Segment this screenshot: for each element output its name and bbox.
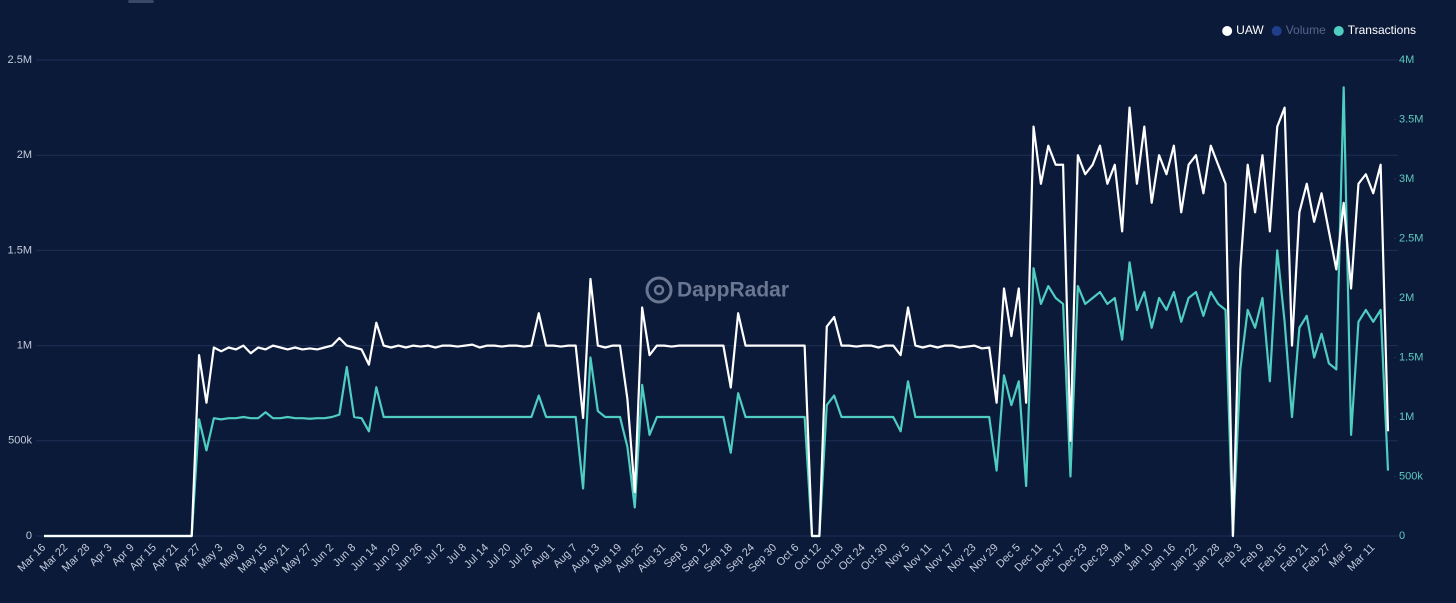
watermark-icon bbox=[645, 276, 673, 304]
legend-label: UAW bbox=[1236, 23, 1264, 37]
x-tick-label: Jun 2 bbox=[309, 542, 337, 570]
x-tick-label: Apr 3 bbox=[88, 542, 115, 569]
y-tick-label: 500k bbox=[8, 435, 32, 447]
y2-tick-label: 2M bbox=[1399, 292, 1414, 304]
y2-tick-label: 3.5M bbox=[1399, 113, 1423, 125]
y2-tick-label: 1M bbox=[1399, 411, 1414, 423]
y2-tick-label: 3M bbox=[1399, 173, 1414, 185]
legend-marker bbox=[1333, 26, 1344, 36]
watermark-text: DappRadar bbox=[677, 279, 789, 302]
y-tick-label: 1M bbox=[17, 340, 32, 352]
series-line bbox=[44, 106, 1390, 538]
legend-marker bbox=[1222, 26, 1233, 36]
y2-tick-label: 500k bbox=[1399, 470, 1423, 482]
x-tick-label: Jul 26 bbox=[506, 542, 535, 571]
series-line bbox=[44, 86, 1390, 538]
y2-tick-label: 1.5M bbox=[1399, 351, 1423, 363]
y-tick-label: 2.5M bbox=[8, 54, 32, 66]
x-tick-label: Jul 2 bbox=[422, 542, 447, 567]
y-tick-label: 1.5M bbox=[8, 244, 32, 256]
y2-tick-label: 4M bbox=[1399, 54, 1414, 66]
watermark: DappRadar bbox=[645, 276, 789, 304]
legend-label: Transactions bbox=[1348, 23, 1416, 37]
y2-tick-label: 2.5M bbox=[1399, 232, 1423, 244]
legend-marker bbox=[1271, 26, 1282, 36]
y-tick-label: 0 bbox=[26, 530, 32, 542]
legend-label: Volume bbox=[1286, 23, 1326, 37]
x-tick-label: Feb 3 bbox=[1216, 542, 1244, 570]
y2-tick-label: 0 bbox=[1399, 530, 1405, 542]
x-tick-label: Aug 1 bbox=[529, 542, 558, 571]
y-tick-label: 2M bbox=[17, 149, 32, 161]
watermark-icon bbox=[653, 284, 665, 296]
tab-stub bbox=[128, 0, 154, 3]
